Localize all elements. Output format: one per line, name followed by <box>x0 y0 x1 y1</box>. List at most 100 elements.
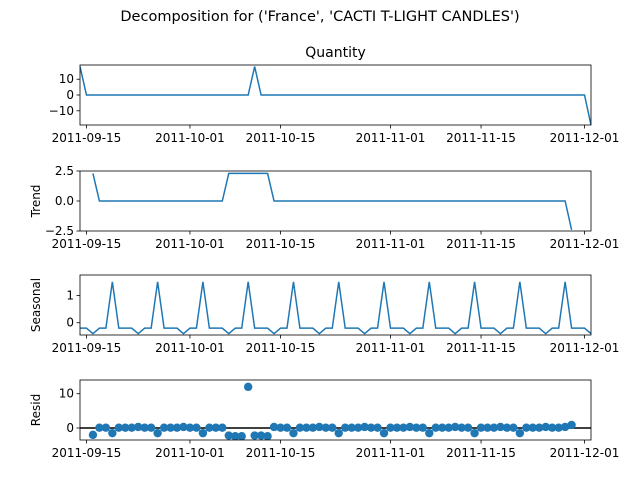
resid-point <box>243 382 253 392</box>
x-tick-label: 2011-11-01 <box>356 131 426 145</box>
x-tick-label: 2011-10-15 <box>246 446 316 460</box>
y-tick-label: 10 <box>59 72 74 86</box>
resid-point <box>547 423 557 432</box>
resid-point <box>412 423 421 432</box>
panel-4: Resid 10 0 2011-09-15 2011-10-01 2011-10-15 20… <box>29 379 619 460</box>
resid-point <box>470 428 479 438</box>
resid-point <box>224 431 233 440</box>
resid-point <box>528 423 537 432</box>
resid-point <box>535 423 544 432</box>
resid-point <box>134 422 143 432</box>
resid-point <box>554 423 563 432</box>
resid-point <box>425 428 434 438</box>
resid-point <box>211 423 221 432</box>
x-tick-label: 2011-10-01 <box>155 237 225 251</box>
resid-point <box>256 431 266 440</box>
resid-point <box>392 423 402 432</box>
resid-point <box>153 428 162 438</box>
seasonal-line <box>80 281 591 335</box>
resid-point <box>463 423 473 432</box>
y-tick-label: −2.5 <box>45 224 74 238</box>
y-tick-label: 0 <box>66 421 74 435</box>
resid-point <box>483 423 492 432</box>
resid-point <box>341 423 350 432</box>
panel-3: Seasonal 1 0 2011-09-15 2011-10-01 2011-10-15… <box>29 274 620 355</box>
resid-point <box>276 423 285 432</box>
y-tick-label: 0.0 <box>55 194 74 208</box>
x-tick-label: 2011-11-01 <box>356 446 426 460</box>
resid-point <box>373 423 382 432</box>
resid-point <box>347 423 356 432</box>
resid-point <box>108 428 117 438</box>
x-tick-label: 2011-12-01 <box>550 237 620 251</box>
resid-point <box>308 423 318 432</box>
panel-frame <box>79 379 592 441</box>
panel-frame <box>79 64 592 126</box>
x-tick-label: 2011-11-15 <box>446 446 516 460</box>
resid-point <box>496 422 505 432</box>
resid-point <box>386 423 395 432</box>
resid-point <box>567 420 576 430</box>
resid-point <box>172 423 182 432</box>
panel-1: Quantity 10 0 −10 2011-09-15 2011-10-01 2011-1… <box>49 45 620 145</box>
x-tick-label: 2011-09-15 <box>52 341 122 355</box>
x-tick-label: 2011-11-15 <box>446 237 516 251</box>
resid-point <box>121 423 130 432</box>
resid-point <box>509 423 518 432</box>
resid-point <box>515 428 525 438</box>
x-tick-label: 2011-11-15 <box>446 131 516 145</box>
resid-point <box>457 423 466 432</box>
x-tick-label: 2011-10-01 <box>155 341 225 355</box>
y-tick-label: 1 <box>66 288 74 302</box>
figure-suptitle: Decomposition for ('France', 'CACTI T-LI… <box>120 9 519 25</box>
y-tick-label: −10 <box>49 104 74 118</box>
resid-point <box>88 430 98 440</box>
y-tick-label: 0 <box>66 316 74 330</box>
panel-title: Quantity <box>305 45 366 61</box>
resid-point <box>185 423 195 432</box>
resid-point <box>95 423 104 432</box>
resid-point <box>522 423 531 432</box>
y-tick-label: 10 <box>59 387 74 401</box>
x-tick-label: 2011-12-01 <box>550 131 620 145</box>
resid-point <box>127 423 136 432</box>
resid-point <box>269 422 279 432</box>
resid-point <box>438 423 447 432</box>
resid-point <box>146 423 156 432</box>
x-tick-label: 2011-10-15 <box>246 237 316 251</box>
x-tick-label: 2011-12-01 <box>550 341 620 355</box>
resid-point <box>101 423 111 432</box>
x-tick-label: 2011-09-15 <box>52 131 122 145</box>
resid-point <box>379 428 389 438</box>
resid-point <box>231 432 240 440</box>
resid-point <box>360 422 369 432</box>
resid-point <box>418 423 428 432</box>
resid-point <box>114 423 124 432</box>
resid-point <box>218 423 227 432</box>
resid-point <box>541 422 550 432</box>
panel-frame <box>79 274 592 336</box>
x-tick-label: 2011-11-15 <box>446 341 516 355</box>
x-tick-label: 2011-11-01 <box>356 237 426 251</box>
resid-point <box>431 423 440 432</box>
panel-frame <box>79 170 592 232</box>
resid-point <box>328 423 337 432</box>
resid-point <box>192 423 201 432</box>
resid-point <box>560 422 570 432</box>
resid-point <box>399 423 408 432</box>
series-line <box>92 172 573 230</box>
resid-point <box>179 422 188 432</box>
resid-point <box>159 423 169 432</box>
resid-point <box>489 423 499 432</box>
x-tick-label: 2011-09-15 <box>52 446 122 460</box>
resid-point <box>502 423 512 432</box>
resid-point <box>302 423 311 432</box>
y-tick-label: 2.5 <box>55 164 74 178</box>
series-line <box>80 66 591 125</box>
resid-point <box>263 432 272 440</box>
resid-point <box>321 423 330 432</box>
x-tick-label: 2011-10-15 <box>246 131 316 145</box>
resid-point <box>289 428 298 438</box>
resid-point <box>237 432 246 440</box>
